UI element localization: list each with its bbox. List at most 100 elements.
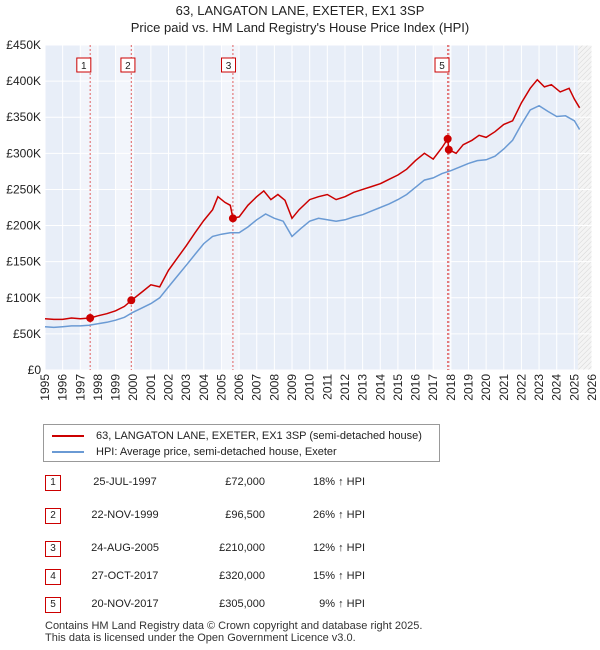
projection-hatch bbox=[577, 95, 592, 111]
sale-point bbox=[86, 314, 95, 322]
x-tick-label: 2000 bbox=[126, 374, 140, 401]
x-tick-label: 2004 bbox=[197, 374, 211, 401]
transaction-hpi-delta: 26% ↑ HPI bbox=[313, 509, 365, 521]
plot-area bbox=[45, 45, 592, 370]
chart-subtitle: Price paid vs. HM Land Registry's House … bbox=[130, 20, 470, 35]
legend-item-hpi: HPI: Average price, semi-detached house,… bbox=[52, 445, 337, 459]
legend-swatch-property bbox=[52, 435, 84, 437]
x-tick-label: 1995 bbox=[38, 374, 52, 401]
year-band bbox=[80, 45, 98, 370]
x-tick-label: 2020 bbox=[479, 374, 493, 401]
transaction-number: 3 bbox=[45, 541, 61, 557]
x-tick-label: 2018 bbox=[444, 374, 458, 401]
sale-label-number: 3 bbox=[226, 61, 232, 72]
y-tick-label: £0 bbox=[28, 363, 42, 377]
hpi-line bbox=[44, 104, 581, 329]
x-tick-label: 2017 bbox=[426, 374, 440, 401]
legend-item-property: 63, LANGATON LANE, EXETER, EX1 3SP (semi… bbox=[52, 429, 422, 443]
transaction-date: 24-AUG-2005 bbox=[91, 542, 159, 554]
sale-label-number: 2 bbox=[125, 61, 131, 72]
x-tick-label: 2021 bbox=[497, 374, 511, 401]
y-tick-label: £150K bbox=[6, 255, 41, 269]
projection-hatch bbox=[577, 195, 592, 211]
y-tick-label: £350K bbox=[6, 110, 41, 124]
y-tick-label: £300K bbox=[6, 146, 41, 160]
legend-swatch-hpi bbox=[52, 451, 84, 453]
projection-hatch bbox=[577, 90, 592, 106]
sale-point bbox=[444, 145, 453, 154]
transaction-row: 5 20-NOV-2017 £305,000 9% ↑ HPI bbox=[45, 595, 405, 615]
y-tick-label: £450K bbox=[6, 38, 41, 52]
year-band bbox=[115, 45, 134, 370]
sale-label-box bbox=[434, 57, 450, 73]
projection-hatch bbox=[577, 200, 592, 216]
transaction-price: £320,000 bbox=[219, 570, 265, 582]
sale-point bbox=[443, 134, 452, 143]
x-tick-label: 1996 bbox=[56, 374, 70, 401]
x-tick-label: 2002 bbox=[162, 374, 176, 401]
x-tick-label: 2019 bbox=[461, 374, 475, 401]
transaction-date: 22-NOV-1999 bbox=[91, 509, 159, 521]
x-tick-label: 2025 bbox=[567, 374, 581, 401]
transaction-price: £305,000 bbox=[219, 598, 265, 610]
y-tick-label: £250K bbox=[6, 182, 41, 196]
transaction-row: 1 25-JUL-1997 £72,000 18% ↑ HPI bbox=[45, 473, 405, 493]
x-tick-label: 2003 bbox=[179, 374, 193, 401]
x-tick-label: 1997 bbox=[73, 374, 87, 401]
transaction-date: 25-JUL-1997 bbox=[93, 476, 157, 488]
legend-label-property: 63, LANGATON LANE, EXETER, EX1 3SP (semi… bbox=[96, 430, 422, 442]
property-price-line bbox=[44, 78, 581, 321]
projection-hatch bbox=[577, 310, 592, 326]
transaction-price: £210,000 bbox=[219, 542, 265, 554]
x-tick-label: 2023 bbox=[532, 374, 546, 401]
sale-label-box bbox=[120, 57, 136, 73]
x-tick-label: 2001 bbox=[144, 374, 158, 401]
sale-point bbox=[228, 214, 237, 223]
x-tick-label: 2013 bbox=[356, 374, 370, 401]
x-tick-label: 2005 bbox=[214, 374, 228, 401]
sale-label-box bbox=[221, 57, 237, 73]
chart-legend: 63, LANGATON LANE, EXETER, EX1 3SP (semi… bbox=[43, 424, 440, 462]
projection-hatch bbox=[577, 85, 592, 101]
x-tick-label: 2010 bbox=[303, 374, 317, 401]
x-tick-label: 2024 bbox=[550, 374, 564, 401]
projection-hatch bbox=[577, 305, 592, 321]
transaction-number: 4 bbox=[45, 569, 61, 585]
transaction-price: £96,500 bbox=[225, 509, 265, 521]
transaction-row: 3 24-AUG-2005 £210,000 12% ↑ HPI bbox=[45, 539, 405, 559]
transaction-number: 1 bbox=[45, 475, 61, 491]
footer-copyright: Contains HM Land Registry data © Crown c… bbox=[45, 620, 423, 632]
projection-hatch bbox=[577, 205, 592, 221]
y-tick-label: £200K bbox=[6, 219, 41, 233]
y-tick-label: £50K bbox=[13, 327, 41, 341]
transaction-date: 20-NOV-2017 bbox=[91, 598, 159, 610]
transaction-date: 27-OCT-2017 bbox=[91, 570, 159, 582]
price-chart: £0 £50K £100K £150K £200K £250K £300K £350K £400… bbox=[6, 38, 599, 401]
x-tick-label: 2008 bbox=[267, 374, 281, 401]
transaction-hpi-delta: 15% ↑ HPI bbox=[313, 570, 365, 582]
x-tick-label: 2016 bbox=[409, 374, 423, 401]
transaction-price: £72,000 bbox=[225, 476, 265, 488]
x-tick-label: 1998 bbox=[91, 374, 105, 401]
transaction-row: 4 27-OCT-2017 £320,000 15% ↑ HPI bbox=[45, 567, 405, 587]
x-tick-label: 2011 bbox=[320, 374, 334, 400]
y-tick-label: £100K bbox=[6, 291, 41, 305]
x-tick-label: 2009 bbox=[285, 374, 299, 401]
sale-point bbox=[127, 296, 136, 305]
sale-label-number: 1 bbox=[81, 61, 87, 72]
x-tick-label: 2026 bbox=[585, 374, 599, 401]
sale-label-number: 5 bbox=[439, 61, 445, 72]
y-tick-label: £400K bbox=[6, 74, 41, 88]
transaction-hpi-delta: 12% ↑ HPI bbox=[313, 542, 365, 554]
transaction-hpi-delta: 18% ↑ HPI bbox=[313, 476, 365, 488]
x-tick-label: 2014 bbox=[373, 374, 387, 401]
x-tick-label: 2006 bbox=[232, 374, 246, 401]
transaction-number: 2 bbox=[45, 508, 61, 524]
legend-label-hpi: HPI: Average price, semi-detached house,… bbox=[96, 446, 337, 458]
year-band bbox=[433, 45, 451, 370]
x-tick-label: 2022 bbox=[514, 374, 528, 401]
transaction-number: 5 bbox=[45, 597, 61, 613]
sale-label-box bbox=[76, 57, 92, 73]
transaction-row: 2 22-NOV-1999 £96,500 26% ↑ HPI bbox=[45, 506, 405, 526]
footer-licence: This data is licensed under the Open Gov… bbox=[45, 632, 356, 644]
